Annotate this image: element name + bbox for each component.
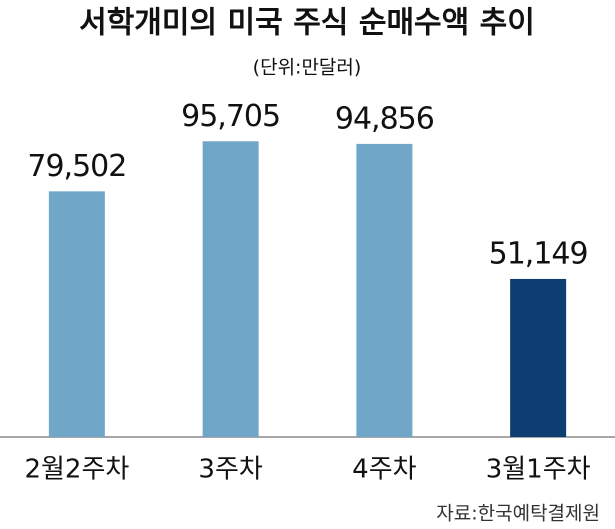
value-label: 94,856 bbox=[335, 101, 434, 136]
bar bbox=[202, 141, 259, 437]
x-tick-label: 4주차 bbox=[352, 455, 416, 485]
x-tick-label: 3주차 bbox=[198, 455, 262, 485]
bar bbox=[510, 278, 567, 437]
bar bbox=[356, 143, 413, 437]
x-tick-label: 3월1주차 bbox=[486, 455, 591, 485]
chart-title: 서학개미의 미국 주식 순매수액 추이 bbox=[79, 6, 535, 41]
source: 자료:한국예탁결제원 bbox=[436, 503, 600, 525]
value-label: 95,705 bbox=[181, 99, 280, 134]
value-label: 51,149 bbox=[489, 236, 588, 271]
chart-subtitle: (단위:만달러) bbox=[253, 57, 362, 79]
bar bbox=[48, 191, 105, 437]
x-tick-label: 2월2주차 bbox=[24, 455, 129, 485]
value-label: 79,502 bbox=[27, 149, 126, 184]
